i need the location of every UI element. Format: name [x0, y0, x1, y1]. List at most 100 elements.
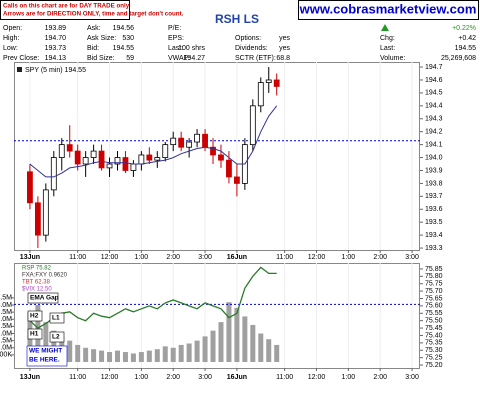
x-tick-label: 11:00	[276, 254, 293, 261]
y-tick-label: 193.6	[425, 206, 443, 213]
x-tick-label: 16Jun	[227, 374, 247, 381]
y-tick-label: 75.20	[425, 362, 443, 369]
moving-average	[29, 105, 278, 178]
y-tick-label: 75.70	[425, 288, 443, 295]
quote-label: Open:	[3, 25, 22, 32]
y-tick-label: 2.0M	[0, 330, 12, 337]
x-tick-label: 1:00	[342, 254, 356, 261]
quote-label: Options:	[235, 35, 261, 42]
volume-bar	[91, 349, 97, 363]
y-tick-label: 75.55	[425, 310, 443, 317]
candle-body	[265, 79, 272, 83]
x-tick-label: 3:00	[405, 254, 419, 261]
quote-value: 194.55	[113, 45, 135, 52]
volume-bar	[83, 347, 89, 363]
symbol: RSH LS	[215, 12, 259, 26]
quote-label: Prev Close:	[3, 55, 39, 62]
up-arrow	[381, 24, 389, 31]
volume-bar	[146, 350, 152, 363]
candle-body	[122, 157, 129, 171]
series-line	[29, 266, 277, 329]
candle-body	[178, 137, 185, 148]
y-tick-label: 75.75	[425, 281, 443, 288]
x-tick-label: 2:00	[166, 374, 180, 381]
y-tick-label: 194.1	[425, 141, 443, 148]
x-tick-label: 3:00	[198, 374, 212, 381]
candle-body	[27, 171, 33, 204]
y-tick-label: 194.4	[425, 103, 443, 110]
legend-label: RSP 75.82	[22, 266, 52, 272]
volume-bar	[194, 340, 200, 363]
volume-bar	[202, 336, 208, 363]
quote-value: 193.89	[45, 25, 67, 32]
candle-body	[114, 157, 121, 165]
quote-label: Bid:	[87, 45, 99, 52]
x-tick-label: 1:00	[135, 374, 149, 381]
y-tick-label: 194.0	[425, 154, 443, 161]
x-tick-label: 3:00	[198, 254, 212, 261]
quote-value: 59	[126, 55, 134, 62]
annotation: EMA Gap	[30, 295, 59, 302]
y-tick-label: 193.5	[425, 219, 443, 226]
candle-body	[130, 163, 137, 171]
site-url: www.cobrasmarketview.com	[299, 1, 477, 16]
x-tick-label: 12:00	[101, 374, 119, 381]
annotation-box	[27, 310, 43, 322]
quote-label: Low:	[3, 45, 18, 52]
candle-body	[162, 144, 169, 158]
candle-body	[186, 141, 193, 148]
y-tick-label: 75.60	[425, 303, 443, 310]
y-tick-label: 1.5M	[0, 337, 12, 344]
volume-bar	[170, 347, 176, 363]
quote-value: 530	[122, 35, 134, 42]
candle-body	[34, 202, 41, 236]
quote-value: 194.56	[113, 25, 135, 32]
volume-bar	[75, 344, 81, 363]
annotation: L1	[52, 315, 60, 322]
x-tick-label: 2:00	[373, 374, 387, 381]
candle-body	[202, 133, 208, 148]
volume-bar	[266, 339, 272, 363]
candle-body	[90, 150, 97, 158]
annotation-box	[27, 328, 43, 340]
y-tick-label: 194.7	[425, 64, 443, 71]
y-tick-label: 75.65	[425, 295, 443, 302]
quote-value: yes	[279, 45, 290, 52]
lower-panel	[14, 263, 420, 369]
quote-label: VWAP:	[168, 55, 190, 62]
annotation-box	[49, 331, 65, 343]
y-tick-label: 193.3	[425, 245, 443, 252]
volume-bar	[210, 330, 216, 363]
candle-body	[138, 154, 145, 165]
legend-label: $VIX 12.50	[22, 287, 52, 293]
x-tick-label: 3:00	[405, 374, 419, 381]
candle-body	[74, 150, 81, 165]
annotation: L2	[52, 334, 60, 341]
volume-bar	[186, 343, 192, 363]
quote-label: SCTR (ETF):	[235, 55, 276, 62]
quote-value: 194.55	[455, 45, 477, 52]
candle-body	[146, 154, 153, 161]
annotation: H2	[30, 313, 39, 320]
quote-label: Volume:	[380, 55, 405, 62]
quote-value: 100 shrs	[178, 45, 205, 52]
x-tick-label: 2:00	[166, 254, 180, 261]
annotation: H1	[30, 331, 39, 338]
volume-bar	[234, 307, 240, 363]
volume-bar	[154, 349, 160, 363]
legend-swatch	[17, 67, 22, 72]
note-box	[26, 345, 68, 367]
x-tick-label: 12:00	[308, 374, 326, 381]
volume-bar	[99, 350, 105, 363]
quote-label: Last:	[380, 45, 395, 52]
volume-bar	[130, 353, 136, 363]
y-tick-label: 193.7	[425, 193, 443, 200]
site-box	[298, 0, 479, 20]
annotation-box	[49, 312, 65, 324]
volume-bar	[250, 324, 256, 363]
y-tick-label: 75.80	[425, 273, 443, 280]
y-tick-label: 3.0M	[0, 316, 12, 323]
y-tick-label: 75.40	[425, 332, 443, 339]
